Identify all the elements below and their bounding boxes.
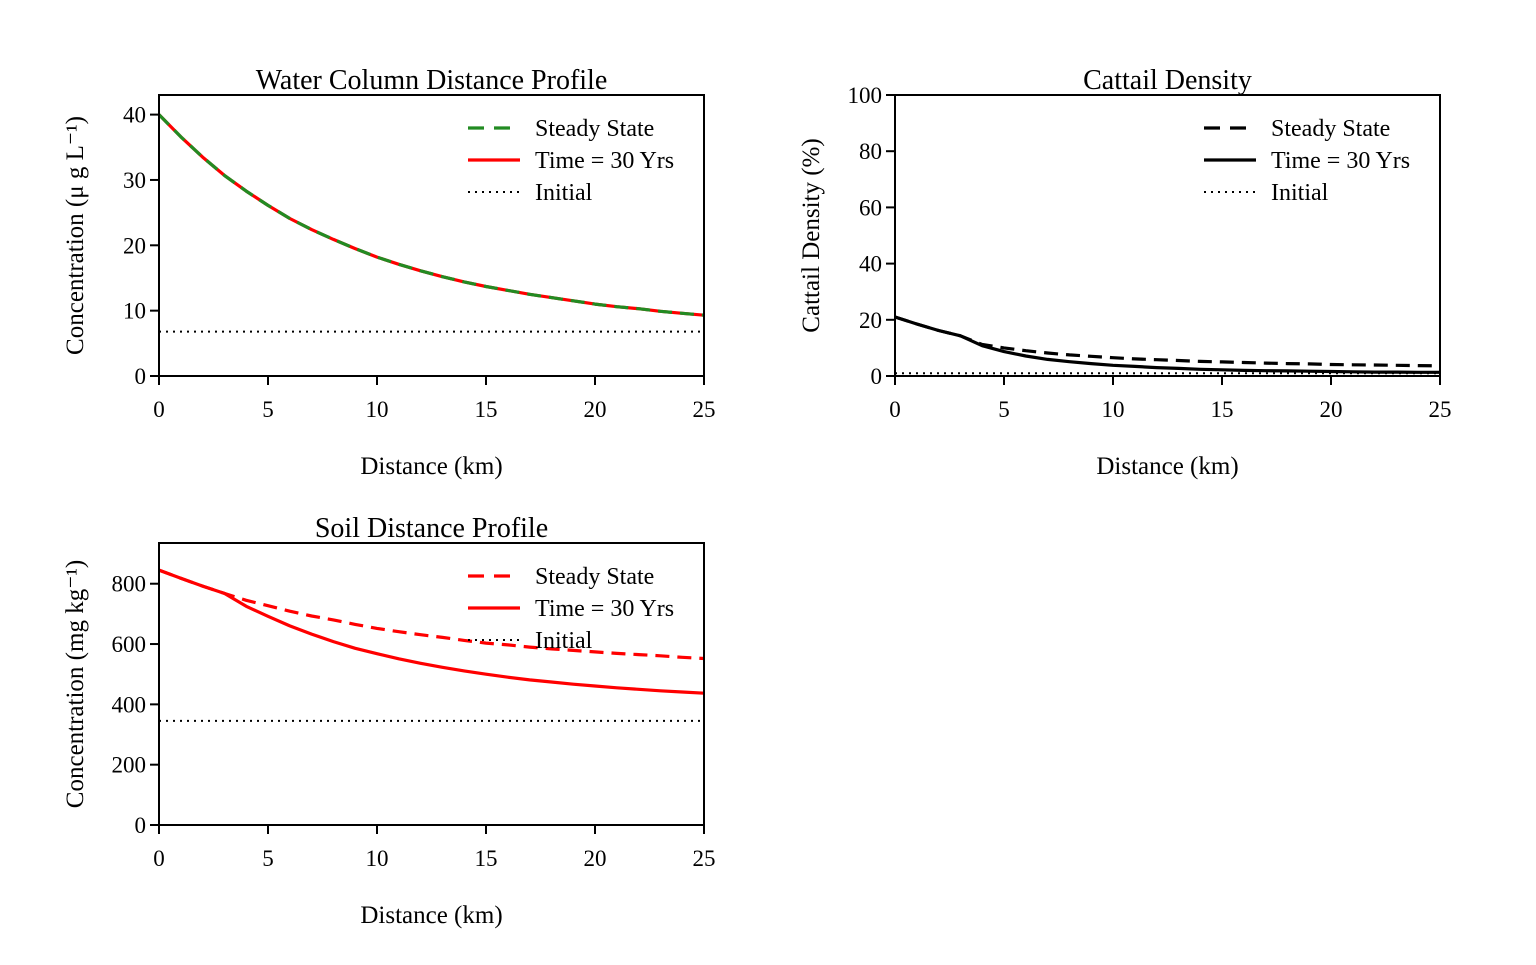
legend-entry: Steady State	[535, 564, 654, 590]
y-tick-label: 20	[123, 233, 146, 258]
y-axis-label: Concentration (mg kg⁻¹)	[62, 560, 89, 808]
legend-entry: Initial	[535, 628, 593, 654]
legend: Steady State Time = 30 Yrs Initial	[468, 116, 674, 206]
x-tick-label: 20	[584, 397, 607, 422]
series-line-time-30-yrs	[157, 113, 705, 317]
legend-entry: Time = 30 Yrs	[1271, 148, 1410, 174]
y-tick-label: 600	[112, 632, 147, 657]
y-tick-label: 10	[123, 299, 146, 324]
chart-title: Soil Distance Profile	[315, 513, 548, 544]
x-tick-label: 0	[153, 397, 165, 422]
x-axis-label: Distance (km)	[1096, 453, 1238, 480]
y-tick-label: 100	[848, 83, 883, 108]
x-tick-label: 15	[475, 397, 498, 422]
chart-title: Water Column Distance Profile	[256, 65, 608, 96]
legend: Steady State Time = 30 Yrs Initial	[1204, 116, 1410, 206]
legend-entry: Steady State	[1271, 116, 1390, 142]
plot-frame	[158, 542, 705, 826]
x-tick-label: 20	[584, 846, 607, 871]
x-tick-label: 15	[475, 846, 498, 871]
y-tick-label: 40	[123, 103, 146, 128]
x-tick-label: 5	[262, 397, 274, 422]
x-tick-label: 0	[153, 846, 165, 871]
chart-title: Cattail Density	[1083, 65, 1252, 96]
legend-entry: Time = 30 Yrs	[535, 148, 674, 174]
x-tick-label: 25	[693, 397, 716, 422]
y-tick-label: 800	[112, 572, 147, 597]
legend-entry: Steady State	[535, 116, 654, 142]
y-tick-label: 30	[123, 168, 146, 193]
x-tick-label: 10	[366, 846, 389, 871]
x-tick-label: 25	[1429, 397, 1452, 422]
y-tick-label: 40	[859, 252, 882, 277]
x-tick-label: 5	[998, 397, 1010, 422]
y-tick-label: 80	[859, 139, 882, 164]
legend-entry: Time = 30 Yrs	[535, 596, 674, 622]
y-tick-label: 0	[871, 364, 883, 389]
plot-frame	[158, 94, 705, 377]
y-tick-label: 60	[859, 195, 882, 220]
series-line-time-30-yrs	[158, 568, 705, 695]
y-tick-label: 0	[135, 813, 147, 838]
x-tick-label: 10	[1102, 397, 1125, 422]
y-tick-label: 20	[859, 308, 882, 333]
series-lines	[894, 315, 1441, 375]
x-tick-label: 0	[889, 397, 901, 422]
plot-frame	[894, 94, 1441, 377]
y-tick-label: 0	[135, 364, 147, 389]
x-tick-label: 20	[1320, 397, 1343, 422]
series-lines	[157, 113, 705, 333]
chart-panel-1: Water Column Distance Profile 0 5 10 15 20 25 0…	[62, 65, 716, 480]
x-tick-label: 15	[1211, 397, 1234, 422]
series-line-steady-state	[894, 315, 1441, 368]
y-tick-label: 200	[112, 753, 147, 778]
series-lines	[158, 568, 705, 722]
legend-entry: Initial	[535, 180, 593, 206]
x-axis-label: Distance (km)	[360, 902, 502, 929]
series-line-steady-state	[158, 568, 705, 661]
y-tick-label: 400	[112, 692, 147, 717]
series-line-steady-state	[157, 113, 705, 317]
legend-entry: Initial	[1271, 180, 1329, 206]
chart-panel-3: Soil Distance Profile 0 5 10 15 20 25 0 200 400 60…	[62, 513, 716, 929]
y-axis-label: Cattail Density (%)	[798, 138, 825, 332]
x-tick-label: 10	[366, 397, 389, 422]
chart-panel-2: Cattail Density 0 5 10 15 20 25 0 20 40 60 80 100 Dis…	[798, 65, 1452, 480]
legend: Steady State Time = 30 Yrs Initial	[468, 564, 674, 654]
y-axis-label: Concentration (μ g L⁻¹)	[62, 116, 89, 355]
x-tick-label: 25	[693, 846, 716, 871]
x-tick-label: 5	[262, 846, 274, 871]
x-axis-label: Distance (km)	[360, 453, 502, 480]
